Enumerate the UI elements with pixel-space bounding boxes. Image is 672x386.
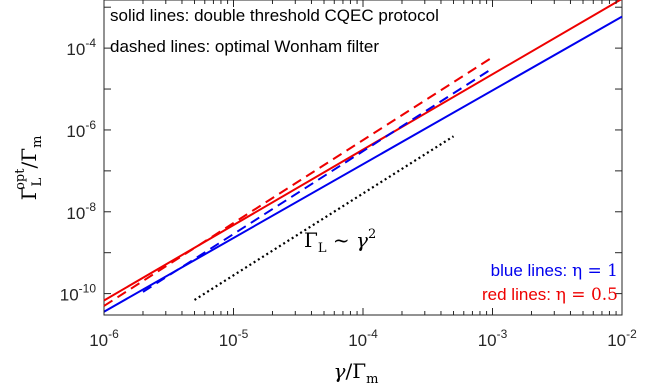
series-line-blue-dashed bbox=[142, 67, 494, 293]
y-label-sup: opt bbox=[13, 168, 28, 190]
x-label-slash: / bbox=[345, 359, 352, 383]
scaling-rest: ~ γ bbox=[327, 228, 368, 252]
y-label-sub2: m bbox=[30, 136, 45, 148]
y-tick-label-base: 10 bbox=[66, 40, 85, 59]
y-tick-label-base: 10 bbox=[66, 204, 85, 223]
x-tick-label-exp: -4 bbox=[367, 327, 378, 341]
legend-dashed-lines: dashed lines: optimal Wonham filter bbox=[110, 37, 379, 56]
y-label-Gamma: Γ bbox=[17, 186, 41, 200]
y-axis-label: ΓLopt/Γm bbox=[13, 136, 45, 201]
y-tick-label: 10-8 bbox=[66, 200, 96, 223]
x-tick-label-base: 10 bbox=[348, 331, 367, 350]
legend-blue-lines: blue lines: η = 1 bbox=[491, 261, 618, 281]
x-tick-label-base: 10 bbox=[219, 331, 238, 350]
y-tick-label-base: 10 bbox=[66, 122, 85, 141]
x-tick-label-exp: -6 bbox=[108, 327, 119, 341]
x-axis-label: γ/Γm bbox=[334, 359, 379, 386]
x-label-sub: m bbox=[366, 372, 378, 386]
x-tick-label-base: 10 bbox=[478, 331, 497, 350]
x-tick-label: 10-3 bbox=[478, 327, 508, 350]
scaling-sub-L: L bbox=[318, 241, 327, 256]
x-tick-label: 10-2 bbox=[607, 327, 637, 350]
scaling-annotation: ΓL ~ γ2 bbox=[304, 227, 376, 256]
x-tick-label-base: 10 bbox=[607, 331, 626, 350]
x-tick-label: 10-6 bbox=[89, 327, 119, 350]
y-tick-label: 10-6 bbox=[66, 118, 96, 141]
x-label-gamma: γ bbox=[334, 359, 346, 383]
scaling-exp: 2 bbox=[368, 227, 376, 242]
x-tick-label: 10-4 bbox=[348, 327, 378, 350]
y-tick-label: 10-10 bbox=[60, 282, 97, 305]
y-tick-label-exp: -6 bbox=[85, 118, 96, 132]
series-line-red-dashed bbox=[103, 56, 494, 307]
y-tick-label-base: 10 bbox=[60, 286, 79, 305]
legend-red-lines: red lines: η = 0.5 bbox=[482, 285, 618, 305]
x-tick-label-exp: -5 bbox=[238, 327, 249, 341]
legend-red-text: red lines: bbox=[482, 285, 556, 304]
x-tick-label: 10-5 bbox=[219, 327, 249, 350]
y-label-rest: /Γ bbox=[17, 148, 41, 169]
y-tick-label-exp: -4 bbox=[85, 36, 96, 50]
y-label-sub: L bbox=[30, 178, 45, 187]
y-tick-label-exp: -10 bbox=[79, 282, 97, 296]
x-label-Gamma: Γ bbox=[352, 359, 366, 383]
legend-red-math: η = 0.5 bbox=[556, 285, 618, 305]
series-line-reference-dotted bbox=[193, 135, 455, 301]
legend-solid-lines: solid lines: double threshold CQEC proto… bbox=[110, 6, 439, 25]
x-tick-label-exp: -2 bbox=[626, 327, 637, 341]
series-layer bbox=[103, 0, 623, 313]
y-tick-label-exp: -8 bbox=[85, 200, 96, 214]
legend-blue-text: blue lines: bbox=[491, 261, 572, 280]
y-tick-label: 10-4 bbox=[66, 36, 96, 59]
x-tick-label-exp: -3 bbox=[497, 327, 508, 341]
x-tick-label-base: 10 bbox=[89, 331, 108, 350]
legend-blue-math: η = 1 bbox=[572, 261, 618, 281]
scaling-gamma-L: Γ bbox=[304, 228, 318, 252]
